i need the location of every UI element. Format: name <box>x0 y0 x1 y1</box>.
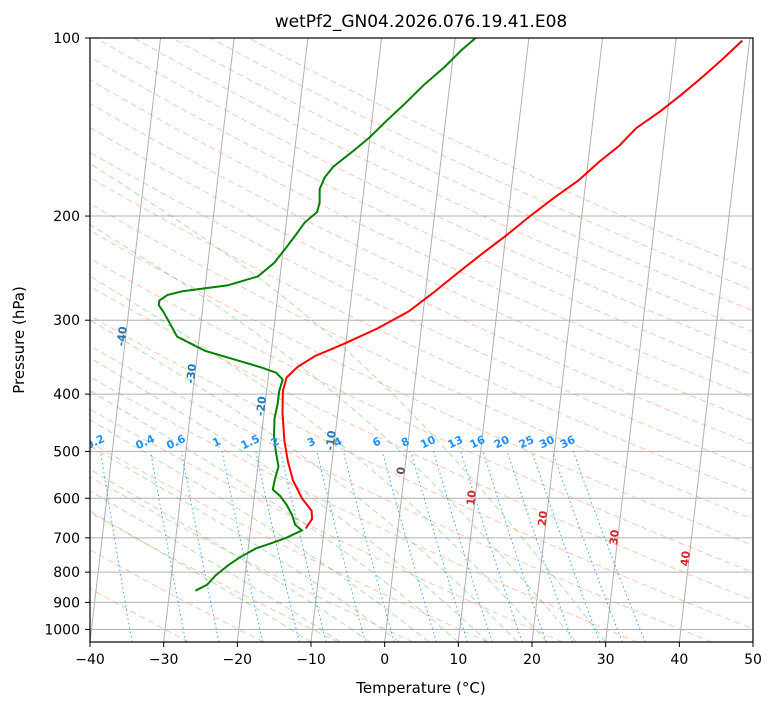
isotherm-label: 30 <box>607 529 622 546</box>
moist-adiabat <box>90 163 607 642</box>
dry-adiabat <box>90 345 712 642</box>
y-tick-label: 300 <box>53 313 80 329</box>
isotherm-label: -30 <box>184 363 199 385</box>
mixing-ratio-line <box>381 451 437 642</box>
dry-adiabat <box>133 38 753 333</box>
dry-adiabat <box>90 230 753 546</box>
mixing-ratio-label: 25 <box>517 433 536 451</box>
isotherm-gridline <box>163 38 235 642</box>
mixing-ratio-line <box>150 451 187 642</box>
mixing-ratio-line <box>572 451 646 642</box>
x-tick-label: −30 <box>149 652 179 668</box>
mixing-ratio-line <box>433 451 493 642</box>
y-tick-label: 1000 <box>44 622 80 638</box>
isotherm-gridline <box>605 38 677 642</box>
mixing-ratio-label: 36 <box>558 433 578 451</box>
isotherm-label: -40 <box>114 325 129 347</box>
isotherm-label: 40 <box>678 550 693 567</box>
y-tick-label: 700 <box>53 531 80 547</box>
isotherm-gridline <box>678 38 751 642</box>
moist-adiabat <box>90 419 430 642</box>
x-tick-label: −20 <box>223 652 253 668</box>
y-axis: 100 200 300 400 500 600 700 800 900 1000 <box>44 31 90 638</box>
dry-adiabat <box>90 56 753 376</box>
mixing-ratio-label: 16 <box>468 433 488 451</box>
dry-adiabat <box>90 512 339 642</box>
dewpoint-trace <box>157 38 478 592</box>
y-tick-label: 400 <box>53 387 80 403</box>
y-tick-label: 500 <box>53 444 80 460</box>
dry-adiabat <box>90 441 488 642</box>
chart-title: wetPf2_GN04.2026.076.19.41.E08 <box>275 12 567 32</box>
dry-adiabat <box>90 257 753 573</box>
isotherm-label: 0 <box>394 466 408 475</box>
mixing-ratio-label: 20 <box>492 433 512 451</box>
plot-area <box>90 38 753 642</box>
isotherm-gridline <box>90 38 162 642</box>
x-tick-label: 20 <box>523 652 541 668</box>
x-tick-label: −40 <box>75 652 105 668</box>
x-axis-label: Temperature (°C) <box>355 679 485 697</box>
x-tick-label: 40 <box>670 652 688 668</box>
mixing-ratio-line <box>181 451 220 642</box>
isotherm-gridline <box>236 38 309 642</box>
dry-adiabat <box>171 38 753 312</box>
y-tick-label: 200 <box>53 209 80 225</box>
isotherm-label: -20 <box>254 395 269 417</box>
dry-adiabat <box>90 285 753 601</box>
mixing-ratio-label: 13 <box>446 433 465 451</box>
moist-adiabat <box>90 445 400 642</box>
isotherm-label: 10 <box>464 489 479 506</box>
mixing-ratio-line <box>460 451 523 642</box>
mixing-ratio-line <box>100 451 133 642</box>
x-tick-label: 10 <box>449 652 467 668</box>
x-tick-label: 0 <box>380 652 389 668</box>
y-tick-label: 800 <box>53 565 80 581</box>
mixing-ratio-label: 10 <box>418 433 438 451</box>
moist-adiabat <box>90 224 577 642</box>
dry-adiabat <box>90 315 753 630</box>
temperature-trace <box>281 39 743 530</box>
plot-frame <box>89 37 754 643</box>
x-tick-label: 30 <box>597 652 615 668</box>
x-tick-label: 50 <box>744 652 762 668</box>
moist-adiabat <box>90 468 371 642</box>
mixing-ratio-line <box>410 451 468 642</box>
moist-adiabat <box>90 390 459 642</box>
y-axis-label: Pressure (hPa) <box>10 286 28 394</box>
y-tick-label: 600 <box>53 491 80 507</box>
isotherm-gridline <box>531 38 604 642</box>
moist-adiabat <box>90 319 518 642</box>
y-tick-label: 100 <box>53 31 80 47</box>
isotherm-label: 20 <box>536 510 551 527</box>
isotherm-gridline <box>384 38 456 642</box>
isotherm-label: -10 <box>323 430 338 452</box>
isotherm-gridline <box>457 38 530 642</box>
moist-adiabat <box>90 357 489 642</box>
isotherm-gridline <box>310 38 383 642</box>
y-tick-label: 900 <box>53 595 80 611</box>
dry-adiabat <box>90 408 563 642</box>
moist-adiabat <box>90 510 312 642</box>
dry-adiabat <box>90 549 264 642</box>
dry-adiabat <box>90 127 753 445</box>
dry-adiabat <box>90 79 753 399</box>
x-axis: −40 −30 −20 −10 0 10 20 30 40 50 <box>75 642 762 668</box>
dry-adiabat <box>90 476 414 642</box>
dry-adiabat <box>90 151 753 470</box>
x-tick-label: −10 <box>296 652 326 668</box>
mixing-ratio-label: 30 <box>537 433 557 451</box>
